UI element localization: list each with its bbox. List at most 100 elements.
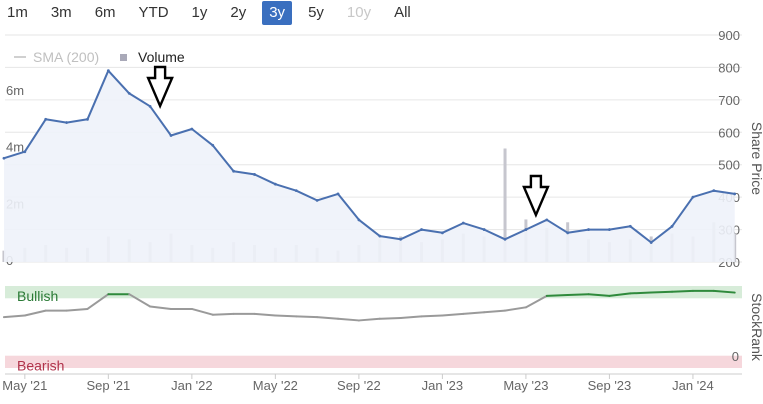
stockrank-line-segment xyxy=(650,290,674,294)
x-axis-tick-label: May '21 xyxy=(2,378,47,393)
price-axis-title: Share Price xyxy=(749,122,763,195)
price-point xyxy=(253,173,256,176)
stockrank-line-segment xyxy=(316,316,340,320)
price-point xyxy=(587,228,590,231)
stockrank-line-segment xyxy=(483,309,507,314)
price-point xyxy=(649,241,653,244)
price-point xyxy=(65,121,68,124)
stockrank-band-bullish xyxy=(5,286,742,299)
x-axis-tick-label: Jan '24 xyxy=(672,378,714,393)
price-point xyxy=(545,218,549,222)
price-point xyxy=(420,228,423,231)
price-point xyxy=(190,127,194,131)
stockrank-line-segment xyxy=(504,306,527,312)
price-point xyxy=(169,134,173,137)
stockrank-line-segment xyxy=(629,291,653,295)
stockrank-line-segment xyxy=(2,314,26,319)
price-tick-label: 700 xyxy=(718,93,740,108)
price-point xyxy=(315,198,319,202)
range-button-1m[interactable]: 1m xyxy=(7,4,28,21)
price-point xyxy=(23,150,27,154)
range-button-3y[interactable]: 3y xyxy=(262,1,293,25)
price-point xyxy=(86,117,89,121)
price-point xyxy=(482,228,486,231)
stockrank-line-segment xyxy=(211,312,235,316)
stockrank-line-segment xyxy=(253,312,277,317)
stockrank-line-segment xyxy=(420,314,444,318)
range-button-5y[interactable]: 5y xyxy=(308,4,324,21)
price-point xyxy=(524,228,528,231)
stockrank-band-label-bullish: Bullish xyxy=(17,288,58,304)
price-line xyxy=(3,69,735,244)
x-axis-tick-label: May '23 xyxy=(503,378,548,393)
price-point xyxy=(44,117,48,121)
price-point xyxy=(733,192,737,196)
stockrank-line-segment xyxy=(295,315,319,319)
volume-bar xyxy=(2,250,6,262)
stockrank-line-segment xyxy=(65,307,89,312)
stockrank-line-segment xyxy=(337,317,360,322)
price-point xyxy=(106,69,110,73)
volume-tick-label: 6m xyxy=(6,83,24,98)
price-tick-label: 800 xyxy=(718,60,740,75)
price-point xyxy=(503,237,507,241)
x-axis-tick-label: Sep '22 xyxy=(337,378,381,393)
x-axis-tick-label: May '22 xyxy=(253,378,298,393)
volume-bar xyxy=(503,148,507,262)
range-button-2y[interactable]: 2y xyxy=(230,4,247,21)
stockrank-line-segment xyxy=(86,293,110,310)
range-button-6m[interactable]: 6m xyxy=(94,4,116,21)
price-tick-label: 600 xyxy=(718,125,740,140)
price-point xyxy=(357,218,361,222)
volume-legend-label: Volume xyxy=(138,49,185,65)
stockrank-line-segment xyxy=(671,289,694,293)
price-tick-label: 900 xyxy=(718,28,740,43)
price-point xyxy=(628,224,632,228)
stockrank-line-segment xyxy=(128,293,152,308)
stockrank-line-segment xyxy=(23,309,47,317)
range-button-ytd[interactable]: YTD xyxy=(138,4,169,21)
range-button-1y[interactable]: 1y xyxy=(191,4,208,21)
x-axis-tick-label: Jan '23 xyxy=(422,378,464,393)
price-tick-label: 500 xyxy=(718,158,740,173)
stockrank-line-segment xyxy=(608,292,632,297)
stockrank-line-segment xyxy=(378,316,402,320)
range-button-all[interactable]: All xyxy=(394,4,411,21)
price-point xyxy=(273,182,277,186)
price-point xyxy=(294,189,298,193)
x-axis-tick-label: Sep '21 xyxy=(87,378,131,393)
stockrank-band-bearish xyxy=(5,355,742,368)
price-point xyxy=(670,224,674,228)
price-point xyxy=(566,231,570,235)
price-point xyxy=(127,91,131,95)
range-button-3m[interactable]: 3m xyxy=(50,4,72,21)
stockrank-line-segment xyxy=(441,312,465,317)
stockrank-tick-label: 0 xyxy=(732,349,739,364)
price-point xyxy=(336,192,340,196)
stockrank-line-segment xyxy=(587,293,611,297)
annotation-arrow-icon xyxy=(522,174,550,219)
stockrank-line-segment xyxy=(399,315,423,319)
range-button-10y: 10y xyxy=(346,4,372,21)
volume-legend-swatch xyxy=(120,54,127,61)
stockrank-line-segment xyxy=(524,294,548,309)
price-point xyxy=(691,195,695,199)
price-point xyxy=(2,156,6,160)
stockrank-line-segment xyxy=(274,314,298,318)
stockrank-axis-title: StockRank xyxy=(749,293,763,362)
price-point xyxy=(440,231,444,235)
price-point xyxy=(211,143,215,147)
x-axis-tick-label: Sep '23 xyxy=(588,378,632,393)
stockrank-line-segment xyxy=(545,294,569,297)
stockrank-line-segment xyxy=(566,293,590,297)
price-point xyxy=(712,189,716,193)
range-selector: 1m 3m 6m YTD 1y 2y 3y 5y 10y All xyxy=(0,0,427,26)
stockrank-line-segment xyxy=(462,311,486,315)
price-point xyxy=(378,234,382,238)
stockrank-line-segment xyxy=(712,289,736,294)
stockrank-band-label-bearish: Bearish xyxy=(17,358,64,374)
price-point xyxy=(399,237,403,241)
volume-tick-label: 4m xyxy=(6,140,24,155)
price-point xyxy=(148,104,152,108)
